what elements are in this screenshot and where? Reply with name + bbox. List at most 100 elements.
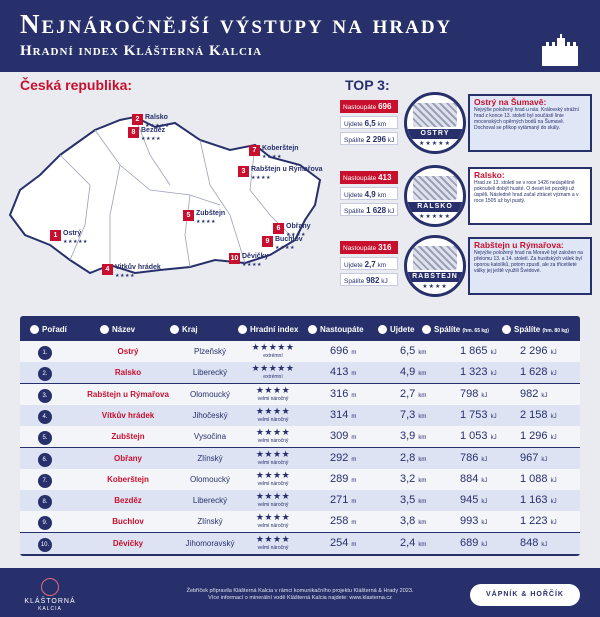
header-index: Hradní index (238, 325, 298, 335)
castle-illustration: RALSKO ★★★★★ (404, 165, 466, 227)
castle-index: ★★★★ velmi náročný (255, 533, 291, 551)
burn-stat: Spálíte 2 296 kJ (340, 132, 398, 145)
table-row: 6. Obřany Zlínský ★★★★ velmi náročný 292 m 2,8… (20, 447, 580, 469)
table-row: 1. Ostrý Plzeňský ★★★★★ extrémní 696 m 6,5 km 1… (20, 341, 580, 362)
ascent-value: 316 m (330, 387, 357, 400)
castle-index: ★★★★ velmi náročný (255, 469, 291, 487)
region: Plzeňský (193, 347, 226, 356)
czech-map (8, 115, 322, 275)
ascent-value: 314 m (330, 408, 357, 421)
table-row: 3. Rabštejn u Rýmařova Olomoucký ★★★★ velmi … (20, 383, 580, 405)
map-pin-ralsko: 2 Ralsko ★★★★★ (132, 114, 170, 130)
region: Olomoucký (189, 389, 230, 399)
rose-icon (41, 578, 59, 596)
region: Zlínský (197, 517, 223, 527)
map-pin-bezdez: 8 Bezděz ★★★★ (128, 127, 165, 143)
castle-illustration: RABŠTEJN ★★★★ (404, 235, 466, 297)
walk-value: 3,2 km (400, 472, 427, 485)
table-row: 2. Ralsko Liberecký ★★★★★ extrémní 413 m 4,9 k… (20, 362, 580, 384)
castle-index: ★★★★★ extrémní (251, 363, 295, 381)
burn-stat: Spálíte 982 kJ (340, 273, 398, 286)
burn80-value: 1 296 kJ (520, 430, 557, 443)
region: Jihomoravský (185, 538, 235, 548)
rank-badge: 1. (38, 341, 52, 362)
castle-icon (542, 34, 578, 66)
castle-name: Koberštejn (107, 474, 149, 484)
header-burn80: Spálíte (hm. 80 kg) (502, 325, 569, 335)
table-row: 4. Vítkův hrádek Jihočeský ★★★★ velmi náročn… (20, 404, 580, 426)
ascent-value: 292 m (330, 451, 357, 464)
walk-value: 3,5 km (400, 494, 427, 507)
region: Liberecký (192, 368, 228, 378)
ascent-value: 258 m (330, 515, 357, 528)
castle-name: Buchlov (112, 517, 144, 527)
rank-badge: 7. (38, 469, 52, 490)
map-pin-buchlov: 9 Buchlov ★★★★ (262, 236, 303, 252)
burn80-value: 848 kJ (520, 536, 548, 549)
walker-icon (378, 325, 387, 335)
walk-value: 2,8 km (400, 451, 427, 464)
star-icon (238, 325, 247, 335)
tower-icon (100, 325, 109, 335)
ascent-value: 289 m (330, 472, 357, 485)
burn80-value: 1 628 kJ (520, 366, 557, 379)
footer: KLÁŠTORNÁ KALCIA Žebříček připravila Kláš… (0, 568, 600, 617)
table-row: 7. Koberštejn Olomoucký ★★★★ velmi náročný 28… (20, 468, 580, 490)
ascent-stat: Nastoupáte 316 m (340, 241, 398, 265)
header-burn65: Spálíte (hm. 65 kg) (422, 325, 489, 335)
map-pin-koberstejn: 7 Koberštejn ★★★★ (249, 145, 299, 161)
walk-value: 2,4 km (400, 536, 427, 549)
burn65-value: 786 kJ (460, 451, 488, 464)
flame-icon (502, 325, 511, 335)
burn65-value: 884 kJ (460, 472, 488, 485)
rank-badge: 10. (38, 533, 52, 554)
castle-ranking-table: Pořadí Název Kraj Hradní index Nastoupát… (20, 316, 580, 556)
table-row: 10. Děvičky Jihomoravský ★★★★ velmi náročný 2… (20, 532, 580, 554)
region: Jihočeský (192, 410, 228, 420)
page-title: Nejnáročnější výstupy na hrady (20, 9, 453, 39)
walk-value: 4,9 km (400, 366, 427, 379)
hiker-icon (308, 325, 317, 335)
rank-badge: 8. (38, 490, 52, 511)
rank-badge: 6. (38, 448, 52, 469)
burn80-value: 2 296 kJ (520, 345, 557, 357)
header-kraj: Kraj (170, 325, 198, 335)
castle-index: ★★★★ velmi náročný (255, 448, 291, 466)
top3-card-rabstejn: Nastoupáte 316 m Ujdete 2,7 km Spálíte 9… (340, 233, 595, 299)
header: Nejnáročnější výstupy na hrady Hradní in… (0, 0, 600, 72)
walk-value: 3,8 km (400, 515, 427, 528)
castle-name: Rabštejn u Rýmařova (87, 389, 169, 399)
ascent-value: 271 m (330, 494, 357, 507)
burn80-value: 1 163 kJ (520, 494, 557, 507)
burn65-value: 1 865 kJ (460, 345, 497, 357)
burn80-value: 982 kJ (520, 387, 548, 400)
region: Vysočina (193, 432, 227, 442)
top3-card-ostry: Nastoupáte 696 m Ujdete 6,5 km Spálíte 2… (340, 90, 595, 156)
castle-illustration: OSTRÝ ★★★★★ (404, 92, 466, 154)
table-row: 8. Bezděz Liberecký ★★★★ velmi náročný 271 m 3… (20, 490, 580, 512)
burn65-value: 945 kJ (460, 494, 488, 507)
page-subtitle: Hradní index Klášterná Kalcia (20, 43, 263, 59)
castle-name: Děvičky (112, 538, 144, 548)
map-pin-zubstejn: 5 Zubštejn ★★★★ (183, 210, 225, 226)
ascent-value: 696 m (330, 345, 357, 357)
castle-index: ★★★★ velmi náročný (255, 384, 291, 402)
castle-name: Vítkův hrádek (101, 410, 155, 420)
walk-value: 3,9 km (400, 430, 427, 443)
rank-badge: 3. (38, 384, 52, 405)
walk-value: 2,7 km (400, 387, 427, 400)
header-rank: Pořadí (30, 325, 67, 335)
vapnik-horcik-logo: VÁPNÍK & HOŘČÍK (470, 584, 580, 606)
region: Olomoucký (189, 474, 230, 484)
map-title: Česká republika: (20, 77, 133, 93)
table-header: Pořadí Název Kraj Hradní index Nastoupát… (20, 316, 580, 341)
castle-name: Ostrý (117, 347, 139, 356)
flame-icon (422, 325, 431, 335)
walk-stat: Ujdete 4,9 km (340, 187, 398, 200)
burn65-value: 798 kJ (460, 387, 488, 400)
region: Zlínský (197, 453, 223, 463)
map-pin-rabstejn: 3 Rabštejn u Rýmařova ★★★★ (238, 166, 323, 182)
walk-stat: Ujdete 6,5 km (340, 116, 398, 129)
castle-info-card: Ralsko: Hrad ze 13. století se v roce 142… (468, 167, 592, 225)
burn80-value: 1 223 kJ (520, 515, 557, 528)
